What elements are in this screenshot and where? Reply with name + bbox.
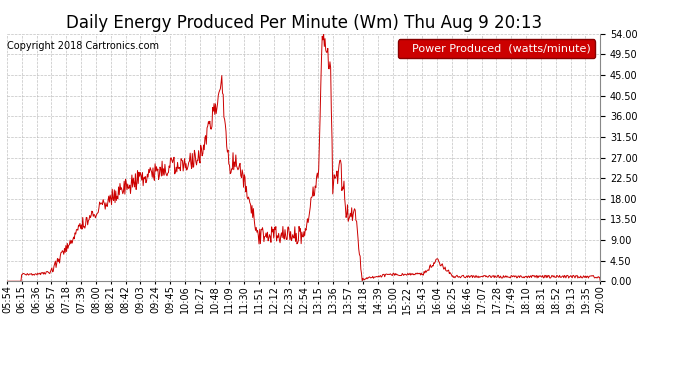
Text: Copyright 2018 Cartronics.com: Copyright 2018 Cartronics.com: [7, 41, 159, 51]
Legend: Power Produced  (watts/minute): Power Produced (watts/minute): [398, 39, 595, 58]
Title: Daily Energy Produced Per Minute (Wm) Thu Aug 9 20:13: Daily Energy Produced Per Minute (Wm) Th…: [66, 14, 542, 32]
